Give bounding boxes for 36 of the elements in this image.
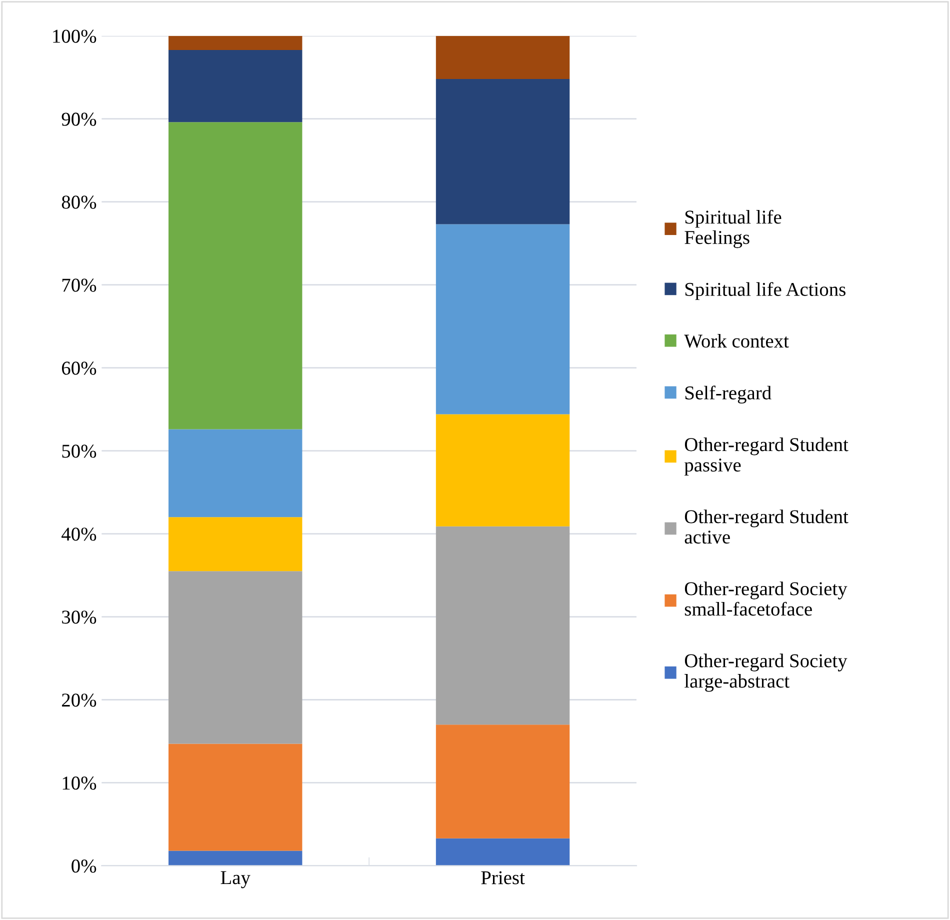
bar [436,36,570,80]
y-tick-label: 50% [62,444,96,458]
bar [436,224,570,414]
bar [168,50,302,122]
bar [168,517,302,572]
bar [168,429,302,518]
bar [436,724,570,838]
bar [436,79,570,224]
bar [168,850,302,866]
y-tick-label: 20% [62,694,96,707]
legend-label: Other-regard Student passive [684,438,848,476]
legend-label: Self-regard [685,386,772,404]
x-tick-label: Priest [481,871,525,884]
bar [436,414,570,526]
y-tick-label: 40% [62,528,96,541]
y-tick-label: 70% [62,278,96,292]
bar [168,36,302,50]
bar [168,122,302,430]
legend-label: Work context [684,334,789,348]
y-tick-label: 100% [53,30,96,43]
y-tick-label: 30% [62,610,96,624]
legend-label: Spiritual life Actions [685,282,846,300]
y-tick-label: 60% [62,362,96,375]
y-tick-label: 10% [62,776,96,790]
bar [436,526,570,725]
x-tick-label: Lay [220,871,250,888]
legend-label: Other-regard Student active [684,510,848,544]
y-tick-label: 80% [62,196,96,209]
bar [436,838,570,866]
bar [168,744,302,851]
bar [168,571,302,744]
y-tick-label: 0% [72,860,96,873]
legend-label: Other-regard Society small-facetoface [684,582,848,616]
legend-label: Spiritual life Feelings [684,210,782,248]
legend-label: Other-regard Society large-abstract [684,654,848,692]
y-tick-label: 90% [62,112,96,126]
